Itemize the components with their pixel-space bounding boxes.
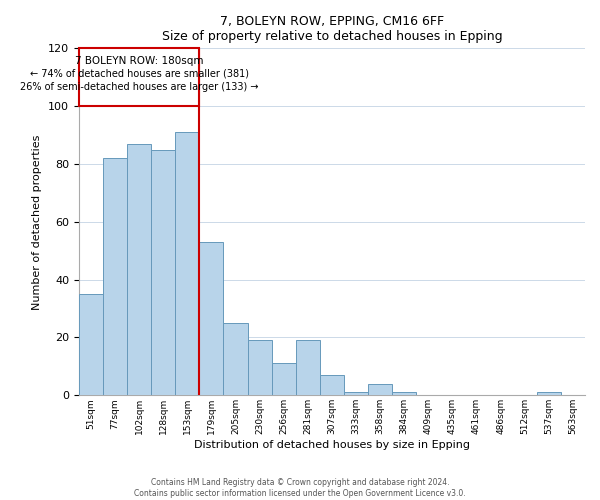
Bar [537, 392, 561, 396]
Bar [368, 384, 392, 396]
Bar [392, 392, 416, 396]
Bar [296, 340, 320, 396]
Text: ← 74% of detached houses are smaller (381): ← 74% of detached houses are smaller (38… [29, 68, 248, 78]
Bar [79, 294, 103, 396]
Bar [103, 158, 127, 396]
Text: 7 BOLEYN ROW: 180sqm: 7 BOLEYN ROW: 180sqm [75, 56, 203, 66]
Bar [79, 48, 199, 106]
Bar [151, 150, 175, 396]
Bar [272, 364, 296, 396]
Bar [175, 132, 199, 396]
Bar [248, 340, 272, 396]
Bar [223, 323, 248, 396]
Bar [199, 242, 223, 396]
X-axis label: Distribution of detached houses by size in Epping: Distribution of detached houses by size … [194, 440, 470, 450]
Bar [344, 392, 368, 396]
Bar [320, 375, 344, 396]
Title: 7, BOLEYN ROW, EPPING, CM16 6FF
Size of property relative to detached houses in : 7, BOLEYN ROW, EPPING, CM16 6FF Size of … [161, 15, 502, 43]
Text: Contains HM Land Registry data © Crown copyright and database right 2024.
Contai: Contains HM Land Registry data © Crown c… [134, 478, 466, 498]
Y-axis label: Number of detached properties: Number of detached properties [32, 134, 43, 310]
Bar [127, 144, 151, 396]
Text: 26% of semi-detached houses are larger (133) →: 26% of semi-detached houses are larger (… [20, 82, 259, 92]
